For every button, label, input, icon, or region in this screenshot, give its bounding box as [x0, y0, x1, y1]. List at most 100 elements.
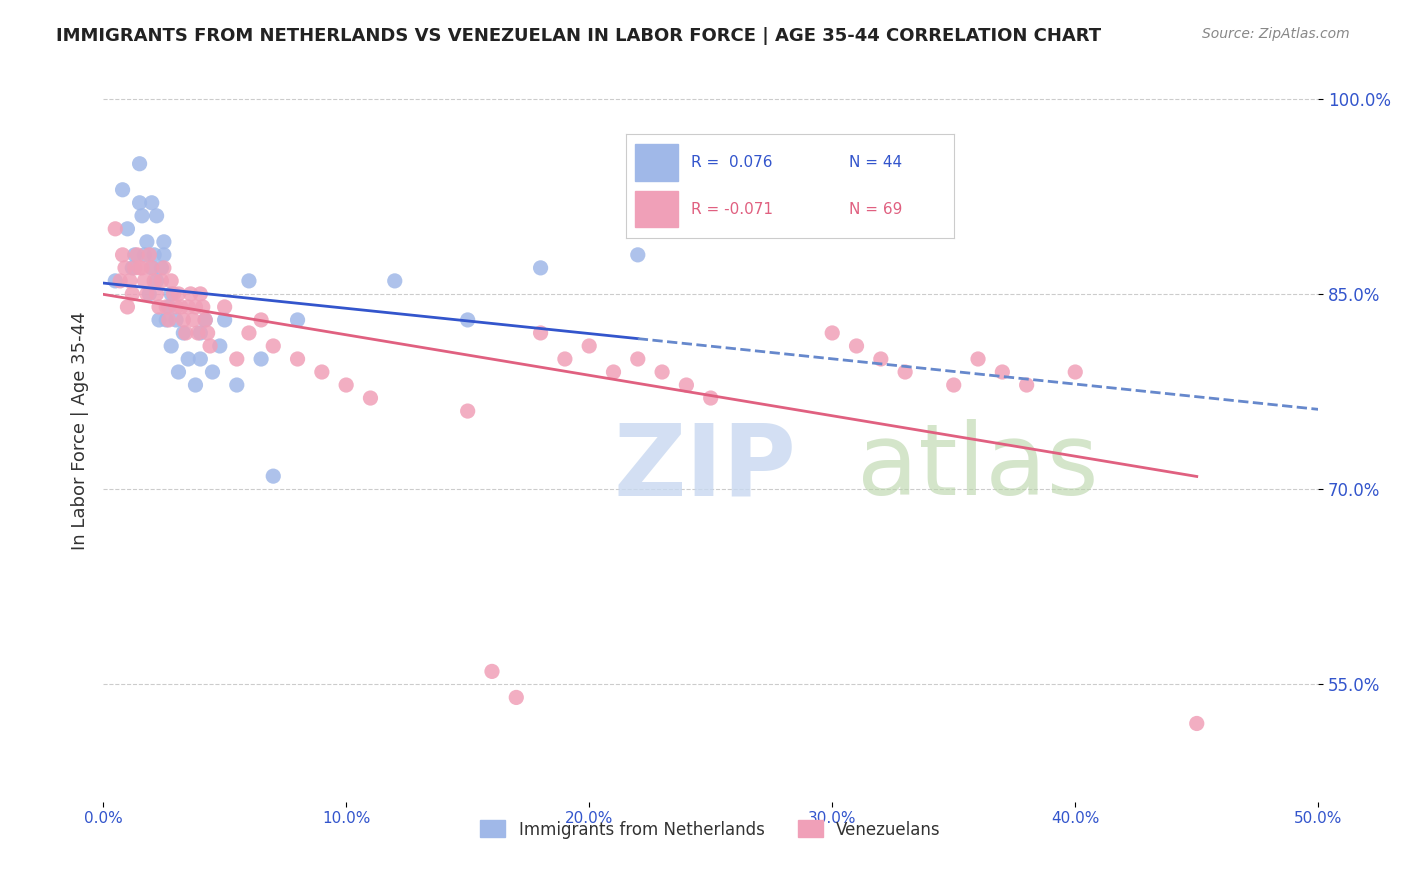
Point: [127, 248, 149, 262]
Point: [384, 274, 406, 288]
Point: [153, 235, 176, 249]
Point: [162, 286, 184, 301]
Point: [141, 260, 163, 275]
Point: [117, 300, 139, 314]
Point: [602, 365, 624, 379]
Point: [287, 351, 309, 366]
Point: [821, 326, 844, 340]
Text: ZIP: ZIP: [613, 419, 796, 516]
Point: [627, 248, 650, 262]
Point: [111, 183, 134, 197]
Point: [208, 339, 231, 353]
Point: [121, 286, 143, 301]
Point: [108, 274, 131, 288]
Point: [145, 274, 167, 288]
Point: [150, 274, 173, 288]
Point: [627, 351, 650, 366]
Point: [188, 286, 211, 301]
Point: [157, 313, 180, 327]
Point: [143, 274, 166, 288]
Point: [188, 326, 211, 340]
Point: [138, 286, 160, 301]
Point: [184, 378, 207, 392]
Point: [170, 300, 193, 314]
Point: [141, 195, 163, 210]
Point: [1064, 365, 1087, 379]
Point: [1015, 378, 1038, 392]
Point: [287, 313, 309, 327]
Point: [172, 313, 194, 327]
Point: [180, 286, 202, 301]
Point: [155, 313, 177, 327]
Point: [145, 209, 167, 223]
Point: [145, 286, 167, 301]
Point: [238, 326, 260, 340]
Point: [1185, 716, 1208, 731]
Point: [141, 260, 163, 275]
Point: [198, 339, 221, 353]
Point: [250, 351, 273, 366]
Point: [529, 260, 551, 275]
Legend: Immigrants from Netherlands, Venezuelans: Immigrants from Netherlands, Venezuelans: [474, 814, 948, 846]
Point: [160, 274, 183, 288]
Point: [138, 248, 160, 262]
Point: [165, 300, 187, 314]
Point: [177, 300, 200, 314]
Text: atlas: atlas: [856, 419, 1098, 516]
Point: [177, 351, 200, 366]
Text: IMMIGRANTS FROM NETHERLANDS VS VENEZUELAN IN LABOR FORCE | AGE 35-44 CORRELATION: IMMIGRANTS FROM NETHERLANDS VS VENEZUELA…: [56, 27, 1101, 45]
Point: [181, 313, 204, 327]
Point: [111, 248, 134, 262]
Point: [172, 326, 194, 340]
Point: [153, 248, 176, 262]
Point: [124, 248, 146, 262]
Point: [262, 469, 284, 483]
Point: [214, 300, 236, 314]
Point: [128, 157, 150, 171]
Point: [188, 351, 211, 366]
Point: [167, 286, 190, 301]
Point: [148, 300, 170, 314]
Point: [121, 260, 143, 275]
Point: [153, 260, 176, 275]
Point: [135, 235, 157, 249]
Point: [942, 378, 965, 392]
Point: [131, 260, 153, 275]
Text: Source: ZipAtlas.com: Source: ZipAtlas.com: [1202, 27, 1350, 41]
Point: [529, 326, 551, 340]
Point: [699, 391, 721, 405]
Point: [148, 313, 170, 327]
Point: [651, 365, 673, 379]
Point: [134, 248, 156, 262]
Point: [160, 339, 183, 353]
Point: [194, 313, 217, 327]
Point: [191, 300, 214, 314]
Point: [311, 365, 333, 379]
Point: [262, 339, 284, 353]
Point: [131, 209, 153, 223]
Point: [225, 378, 247, 392]
Point: [128, 260, 150, 275]
Point: [104, 274, 127, 288]
Point: [118, 274, 141, 288]
Point: [554, 351, 576, 366]
Point: [214, 313, 236, 327]
Point: [991, 365, 1014, 379]
Point: [194, 313, 217, 327]
Point: [124, 260, 146, 275]
Point: [225, 351, 247, 366]
Point: [238, 274, 260, 288]
Point: [675, 378, 697, 392]
Point: [160, 286, 183, 301]
Point: [481, 665, 503, 679]
Point: [197, 326, 219, 340]
Point: [250, 313, 273, 327]
Point: [967, 351, 990, 366]
Point: [165, 313, 187, 327]
Point: [174, 326, 197, 340]
Point: [335, 378, 357, 392]
Point: [894, 365, 917, 379]
Point: [128, 195, 150, 210]
Point: [505, 690, 527, 705]
Point: [845, 339, 868, 353]
